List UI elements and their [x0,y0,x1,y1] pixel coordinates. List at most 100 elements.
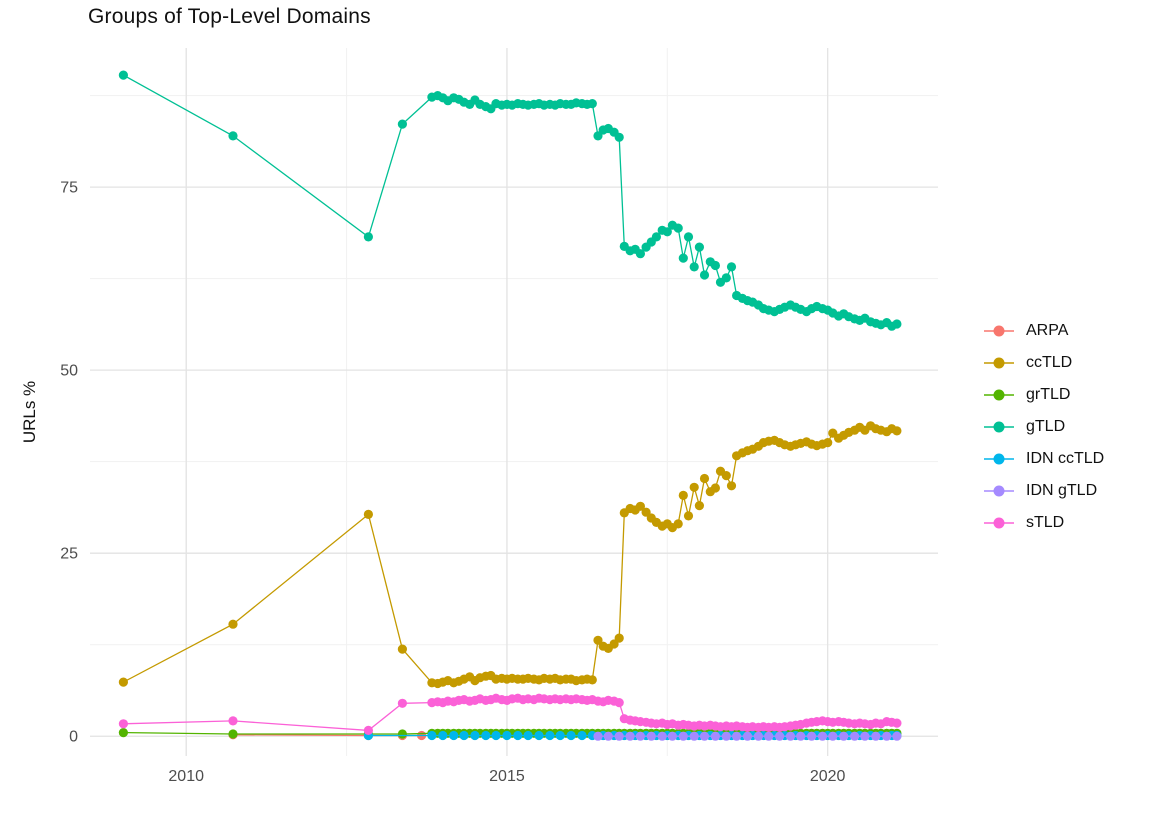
data-point [694,501,705,511]
data-point [892,319,902,329]
data-point [699,473,710,484]
legend-dot-icon [993,517,1005,528]
data-point [363,725,373,736]
data-point [363,232,373,242]
data-point [683,511,694,521]
data-point [673,223,683,233]
legend-key-icon [984,324,1014,338]
data-point [732,731,742,741]
data-point [710,731,721,741]
data-point [721,273,731,283]
legend-key-icon [984,356,1014,370]
data-point [892,731,902,741]
legend-label: sTLD [1026,513,1065,531]
data-point [710,260,721,271]
data-point [118,728,128,738]
y-tick-label: 0 [69,729,78,746]
legend-label: IDN ccTLD [1026,449,1105,467]
data-point [860,731,870,741]
legend-item-grTLD: grTLD [984,384,1104,405]
data-point [892,426,902,436]
data-point [491,730,501,741]
data-point [673,519,683,529]
chart-title: Groups of Top-Level Domains [88,5,371,28]
data-point [699,731,710,741]
data-point [513,730,523,741]
data-point [651,232,662,242]
data-point [689,262,699,272]
data-point [397,644,407,654]
legend-item-ARPA: ARPA [984,320,1104,341]
legend-dot-icon [993,453,1005,464]
data-point [817,731,828,741]
data-point [449,730,459,741]
data-point [796,731,806,741]
data-point [871,731,881,741]
legend-key-icon [984,420,1014,434]
data-point [662,227,672,237]
data-point [678,731,688,741]
data-point [363,509,373,519]
legend-key-icon [984,516,1014,530]
x-tick-label: 2010 [168,768,204,785]
legend-label: IDN gTLD [1026,481,1098,499]
legend-dot-icon [993,421,1005,432]
y-tick-label: 25 [60,546,78,563]
data-point [603,731,613,741]
series-line [123,74,898,327]
data-point [721,471,731,481]
data-point [481,730,491,741]
legend-item-gTLD: gTLD [984,416,1104,437]
data-point [228,729,238,739]
data-point [228,716,238,726]
series-IDN-gTLD [593,731,902,741]
data-point [839,731,849,741]
legend: ARPA ccTLD grTLD gTLD IDN ccTLD IDN gTLD sTLD [984,320,1104,544]
legend-dot-icon [993,325,1005,336]
data-point [785,731,796,741]
data-point [397,119,407,129]
data-point [438,730,448,741]
data-point [470,730,480,741]
legend-label: ARPA [1026,321,1069,339]
data-point [694,242,705,252]
data-point [775,731,785,741]
legend-item-sTLD: sTLD [984,512,1104,533]
legend-key-icon [984,484,1014,498]
data-point [657,731,667,741]
data-point [555,730,565,741]
data-point [534,730,544,741]
y-tick-label: 75 [60,180,78,197]
data-point [118,70,128,80]
data-point [587,675,597,685]
data-point [427,730,437,741]
legend-dot-icon [993,389,1005,400]
data-point [726,481,737,491]
data-point [683,232,694,242]
series-sTLD [118,693,902,736]
data-point [625,731,635,741]
legend-item-IDN-ccTLD: IDN ccTLD [984,448,1104,469]
y-axis-title: URLs % [20,380,39,444]
series-gTLD [118,70,902,331]
data-point [742,731,753,741]
x-tick-label: 2015 [489,768,525,785]
data-point [397,698,407,708]
data-point [228,131,238,141]
legend-label: grTLD [1026,385,1071,403]
data-point [635,731,646,741]
legend-label: gTLD [1026,417,1066,435]
legend-key-icon [984,388,1014,402]
data-point [646,731,656,741]
legend-item-IDN-gTLD: IDN gTLD [984,480,1104,501]
data-point [850,731,860,741]
data-point [764,731,774,741]
data-point [721,731,731,741]
data-point [118,719,128,729]
data-point [882,731,892,741]
data-point [523,730,533,741]
legend-key-icon [984,452,1014,466]
y-tick-label: 50 [60,363,78,380]
